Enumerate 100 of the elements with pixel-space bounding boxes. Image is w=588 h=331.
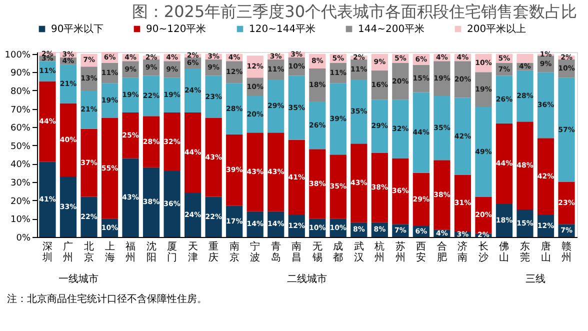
- bar: [164, 78, 180, 112]
- legend-label: 200平米以上: [467, 23, 526, 35]
- bar: [475, 196, 492, 234]
- text: 注：北京商品住宅统计口径不含保障性住房。: [7, 293, 207, 305]
- bar: [142, 167, 160, 237]
- bar: [205, 76, 222, 118]
- bar: [184, 193, 202, 237]
- x-tick-label: 沈阳: [146, 240, 156, 264]
- chart-title: 图：2025年前三季度30个代表城市各面积段住宅销售套数占比: [132, 2, 577, 21]
- bar: [122, 158, 139, 237]
- bar: [350, 79, 368, 144]
- x-tick-label: 宁波: [250, 240, 260, 264]
- y-tick-label: 50%: [10, 142, 31, 152]
- legend-label: 144~200平米: [358, 23, 425, 35]
- bar: [268, 79, 284, 133]
- x-tick-label: 长沙: [478, 240, 488, 264]
- bar: [226, 83, 243, 134]
- bar: [434, 160, 450, 230]
- bar: [434, 96, 450, 160]
- x-tick-label: 无锡: [311, 242, 322, 264]
- bar: [184, 112, 202, 194]
- bar: [122, 112, 139, 158]
- bar: [496, 76, 513, 124]
- text: 一线城市: [58, 273, 99, 285]
- bar: [39, 81, 56, 162]
- bar: [205, 118, 222, 197]
- x-tick-label: 赣州: [562, 240, 572, 264]
- bar: [371, 100, 388, 153]
- bar: [39, 162, 56, 237]
- y-tick-label: 20%: [10, 196, 31, 207]
- bar: [164, 171, 180, 237]
- bar: [80, 196, 98, 237]
- x-tick-label: 成都: [333, 240, 344, 264]
- x-tick-label: 深圳: [41, 240, 52, 264]
- x-tick-label: 天津: [188, 242, 198, 264]
- x-tick-label: 北京: [84, 240, 94, 264]
- legend-label: 120~144平米: [249, 23, 316, 35]
- bar: [454, 61, 472, 98]
- y-tick-label: 90%: [10, 68, 31, 79]
- bar: [537, 138, 554, 216]
- bar: [142, 116, 160, 168]
- bar: [184, 68, 202, 112]
- x-tick-label: 合肥: [436, 240, 447, 264]
- bar: [475, 72, 492, 107]
- bar: [516, 70, 534, 122]
- x-tick-label: 东莞: [520, 240, 530, 264]
- x-tick-label: 苏州: [395, 240, 406, 264]
- bar: [60, 103, 77, 177]
- bar: [371, 152, 388, 222]
- bar: [454, 98, 472, 175]
- bar: [496, 123, 513, 204]
- bar: [350, 144, 368, 222]
- x-tick-label: 青岛: [270, 240, 281, 264]
- x-tick-label: 杭州: [374, 240, 385, 264]
- bar: [122, 78, 139, 112]
- legend-label: 90~120平米: [146, 23, 206, 35]
- bar: [288, 76, 305, 140]
- bar: [80, 90, 98, 129]
- bar: [434, 61, 450, 96]
- bar: [516, 122, 534, 210]
- bar: [288, 140, 305, 216]
- y-tick-label: 30%: [10, 178, 31, 189]
- y-tick-label: 0%: [16, 234, 31, 244]
- x-tick-label: 厦门: [167, 242, 178, 264]
- bar: [205, 196, 222, 237]
- bar: [80, 128, 98, 197]
- bar: [268, 132, 284, 212]
- bar: [142, 76, 160, 116]
- bar: [392, 100, 409, 158]
- y-tick-label: 100%: [4, 50, 31, 60]
- bar: [101, 118, 118, 219]
- y-tick-label: 40%: [10, 160, 31, 170]
- x-tick-label: 重庆: [208, 240, 219, 264]
- bar: [164, 112, 180, 172]
- bar: [392, 158, 409, 224]
- bar: [60, 176, 77, 237]
- bar: [60, 64, 77, 104]
- x-tick-label: 上海: [104, 240, 115, 264]
- text: 三线: [525, 273, 546, 285]
- y-tick-label: 60%: [10, 124, 31, 134]
- bar: [246, 132, 264, 212]
- bar: [475, 106, 492, 197]
- bar: [309, 101, 326, 150]
- bar: [516, 210, 534, 237]
- bar: [412, 92, 430, 173]
- y-tick-label: 70%: [10, 105, 31, 116]
- legend-label: 90平米以下: [51, 23, 104, 35]
- bar: [226, 134, 243, 206]
- x-tick-label: 广州: [63, 240, 74, 264]
- x-tick-label: 南京: [229, 240, 240, 264]
- x-tick-label: 武汉: [354, 240, 364, 264]
- bar: [454, 174, 472, 232]
- x-tick-label: 唐山: [540, 240, 551, 264]
- y-tick-label: 80%: [10, 86, 31, 97]
- x-tick-label: 福州: [126, 240, 136, 264]
- bar: [537, 72, 554, 138]
- bar: [330, 83, 346, 155]
- x-tick-label: 济南: [458, 240, 468, 264]
- bar: [516, 54, 534, 63]
- x-tick-label: 佛山: [499, 242, 510, 264]
